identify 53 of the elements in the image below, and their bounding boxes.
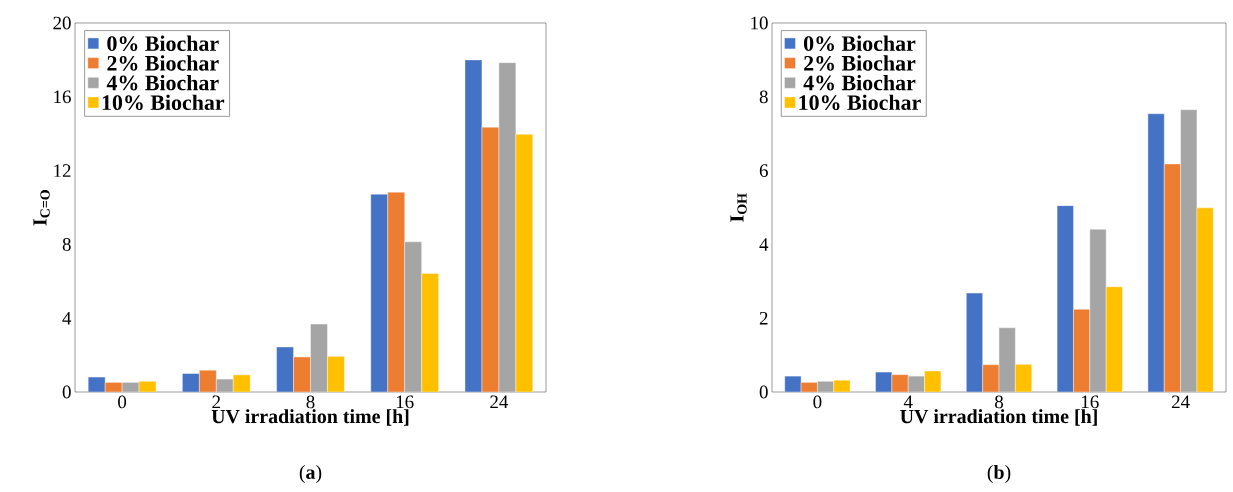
- y-tick-label: 20: [53, 16, 71, 30]
- y-tick-label: 12: [54, 164, 71, 177]
- legend-label: 2% Biochar: [107, 55, 219, 71]
- y-tick-label: 8: [62, 238, 71, 251]
- bar: [966, 293, 983, 392]
- x-tick-label: 8: [994, 395, 1004, 409]
- x-tick-label: 2: [212, 395, 220, 409]
- bar: [370, 194, 388, 392]
- x-tick-label: 16: [396, 395, 414, 409]
- y-tick-label: 16: [54, 90, 71, 104]
- bar: [421, 273, 439, 392]
- legend-label: 0% Biochar: [107, 35, 219, 52]
- bar: [1164, 163, 1181, 392]
- y-tick-label: 0: [759, 385, 768, 399]
- x-tick-label: 4: [903, 395, 913, 408]
- y-axis-title: I$_{OH}$: [730, 193, 747, 222]
- legend-label: 2% Biochar: [804, 55, 916, 71]
- bar: [1180, 109, 1198, 392]
- bar: [1089, 229, 1107, 392]
- x-tick-label: 24: [1171, 395, 1190, 409]
- bar: [999, 327, 1016, 392]
- y-tick-label: 8: [759, 90, 768, 104]
- x-tick-label: 16: [1082, 395, 1099, 409]
- bar: [310, 324, 328, 392]
- bar: [387, 192, 405, 392]
- text: (a): [299, 464, 322, 484]
- text: (b): [987, 464, 1011, 484]
- legend-label: 10% Biochar: [799, 94, 921, 111]
- bar: [327, 356, 345, 392]
- x-tick-label: 0: [118, 395, 127, 409]
- x-axis-title: UV irradiation time [h]: [211, 409, 409, 426]
- legend-label: 4% Biochar: [106, 74, 219, 91]
- bar: [1057, 205, 1074, 392]
- x-axis-title: UV irradiation time [h]: [900, 409, 1097, 426]
- x-tick-label: 24: [490, 395, 509, 409]
- y-tick-label: 6: [759, 164, 768, 177]
- y-axis-title: I$_{C=O}$: [33, 190, 50, 226]
- bar: [1073, 309, 1090, 392]
- y-tick-label: 0: [62, 385, 71, 399]
- bar: [404, 241, 422, 392]
- legend-label: 10% Biochar: [102, 94, 225, 111]
- y-tick-label: 4: [759, 238, 769, 251]
- bar: [276, 346, 294, 392]
- legend-label: 0% Biochar: [803, 35, 916, 52]
- y-tick-label: 4: [62, 311, 72, 325]
- bar: [1196, 207, 1214, 392]
- y-tick-label: 10: [751, 16, 768, 30]
- x-tick-label: 8: [306, 395, 315, 409]
- x-tick-label: 0: [813, 395, 822, 409]
- legend-label: 4% Biochar: [803, 74, 916, 91]
- bar: [1147, 113, 1165, 392]
- y-tick-label: 2: [759, 311, 768, 325]
- bar: [1106, 286, 1123, 392]
